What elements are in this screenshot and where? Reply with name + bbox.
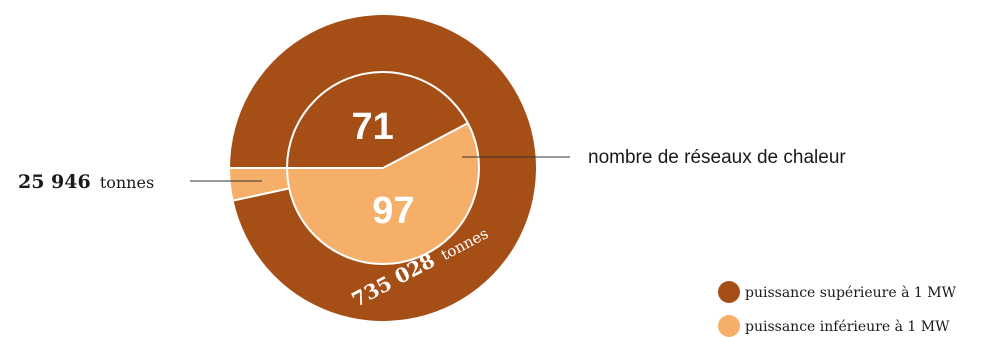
legend-swatch-upper [718, 281, 740, 303]
inner-value-label-lower: 97 [372, 190, 414, 232]
outer-slice-upper [230, 14, 536, 321]
outer-value-label-small: 25 946 tonnes [18, 171, 154, 193]
inner-slice-lower [287, 123, 479, 264]
inner-separator-0 [382, 122, 469, 169]
separators [230, 71, 480, 265]
inner-value-label-upper: 71 [351, 106, 393, 148]
inner-pie [287, 71, 479, 264]
inner-annotation-label: nombre de réseaux de chaleur [588, 147, 846, 168]
legend-swatch-lower [718, 315, 740, 337]
outer-value-small-number: 25 946 [18, 171, 91, 193]
legend: puissance supérieure à 1 MW puissance in… [718, 281, 957, 337]
inner-slice-upper [287, 71, 468, 168]
outer-value-small-unit: tonnes [100, 173, 154, 192]
legend-label-upper: puissance supérieure à 1 MW [745, 284, 957, 301]
outer-ring [230, 14, 536, 321]
outer-slice-lower [230, 168, 290, 201]
legend-label-lower: puissance inférieure à 1 MW [745, 318, 950, 335]
outer-separator-0 [233, 187, 290, 202]
